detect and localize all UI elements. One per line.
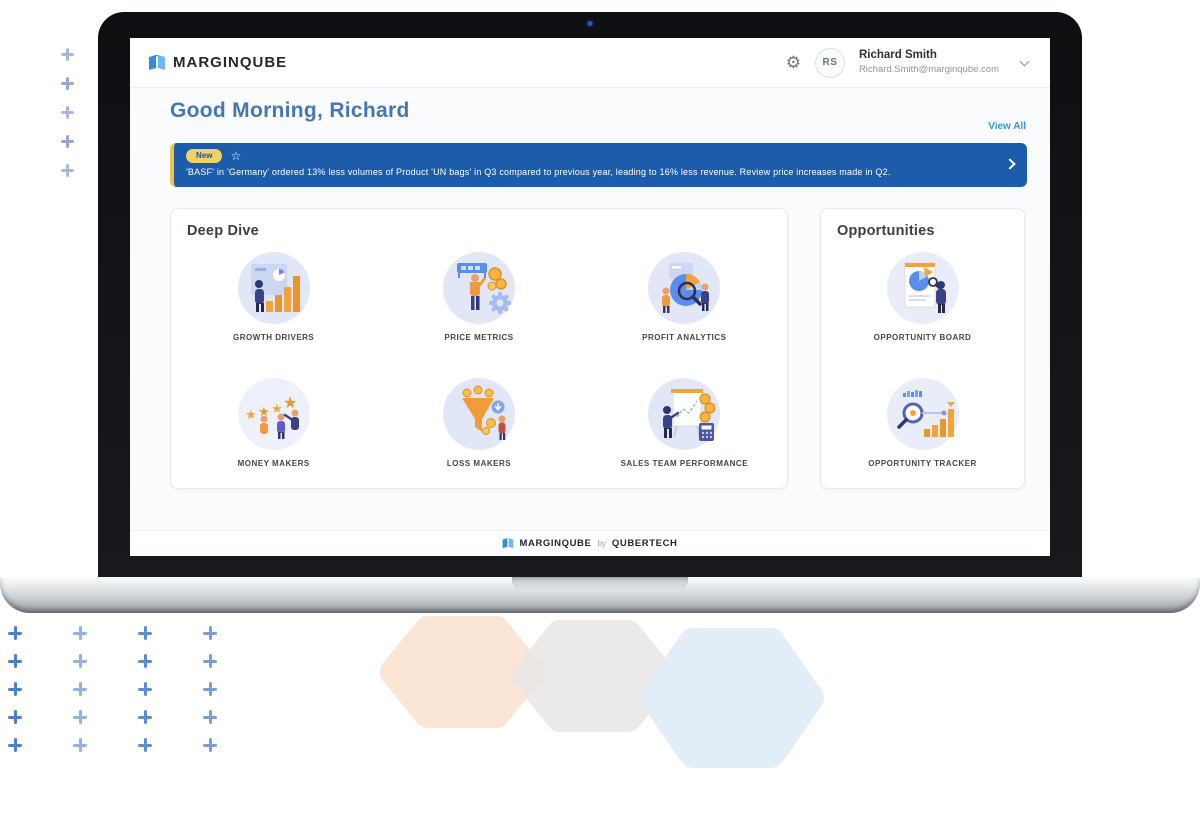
plus-icon [61, 135, 74, 148]
plus-icon [61, 164, 74, 177]
footer-company: QUBERTECH [611, 537, 678, 549]
plus-icon [8, 626, 22, 640]
plus-icon [8, 682, 22, 696]
tile-label: LOSS MAKERS [446, 459, 512, 468]
plus-icon [8, 654, 22, 668]
opportunities-title: Opportunities [837, 223, 935, 239]
plus-icon [138, 626, 152, 640]
plus-icon [203, 682, 217, 696]
price-metrics-illustration [442, 252, 515, 324]
plus-icon [73, 626, 87, 640]
sales-team-performance-illustration [648, 378, 721, 450]
plus-icon [73, 654, 87, 668]
tile-label: OPPORTUNITY BOARD [873, 333, 972, 342]
plus-icon [138, 738, 152, 752]
plus-icon [8, 710, 22, 724]
notification-banner[interactable]: New ☆ 'BASF' in 'Germany' ordered 13% le… [170, 143, 1027, 187]
plus-icon [138, 682, 152, 696]
tile-label: PROFIT ANALYTICS [642, 333, 727, 342]
tile-price-metrics[interactable]: PRICE METRICS [376, 245, 581, 363]
decorative-hexagons [380, 616, 824, 768]
deep-dive-title: Deep Dive [187, 223, 259, 239]
opportunity-board-illustration [886, 252, 959, 324]
plus-icon [138, 710, 152, 724]
chevron-right-icon[interactable] [1004, 158, 1016, 170]
app-footer: MARGINQUBE by QUBERTECH [130, 531, 1050, 555]
deep-dive-card: Deep Dive [170, 208, 788, 489]
notification-banner-header: New ☆ [186, 149, 997, 164]
loss-makers-illustration [442, 378, 515, 450]
tile-growth-drivers[interactable]: GROWTH DRIVERS [171, 245, 376, 363]
plus-icon [8, 738, 22, 752]
laptop-base [0, 577, 1200, 613]
profit-analytics-illustration [648, 252, 721, 324]
footer-by: by [597, 538, 606, 548]
deep-dive-grid: GROWTH DRIVERS [171, 245, 787, 489]
notification-message: 'BASF' in 'Germany' ordered 13% less vol… [186, 167, 891, 178]
user-name: Richard Smith [858, 49, 937, 62]
plus-icon [203, 710, 217, 724]
marginqube-logo-icon [149, 54, 165, 70]
opportunities-grid: OPPORTUNITY BOARD [821, 245, 1024, 489]
chevron-down-icon[interactable] [1019, 56, 1030, 66]
tile-opportunity-tracker[interactable]: OPPORTUNITY TRACKER [821, 371, 1024, 489]
tile-label: OPPORTUNITY TRACKER [868, 459, 977, 468]
brand-name: MARGINQUBE [173, 54, 288, 71]
user-avatar[interactable]: RS [814, 47, 845, 78]
tile-sales-team-performance[interactable]: SALES TEAM PERFORMANCE [582, 371, 787, 489]
tile-label: GROWTH DRIVERS [233, 333, 315, 342]
tile-money-makers[interactable]: ★ ★ ★ ★ [171, 371, 376, 489]
tile-loss-makers[interactable]: LOSS MAKERS [376, 371, 581, 489]
app-header: MARGINQUBE ⚙ RS Richard Smith Richard.Sm… [130, 38, 1050, 88]
brand-logo[interactable]: MARGINQUBE [148, 54, 287, 71]
app-window: MARGINQUBE ⚙ RS Richard Smith Richard.Sm… [130, 38, 1050, 556]
plus-icon [61, 48, 74, 61]
opportunities-card: Opportunities [820, 208, 1025, 489]
settings-gear-icon[interactable]: ⚙ [785, 53, 801, 72]
decorative-plus-column [61, 48, 74, 177]
hexagon-gray [512, 620, 676, 732]
svg-text:★: ★ [283, 395, 297, 412]
growth-drivers-illustration [237, 252, 310, 324]
user-email: Richard.Smith@marginqube.com [858, 63, 999, 75]
plus-icon [203, 654, 217, 668]
decorative-plus-grid [8, 626, 217, 752]
plus-icon [138, 654, 152, 668]
header-actions: ⚙ RS Richard Smith Richard.Smith@marginq… [785, 47, 1032, 78]
plus-icon [73, 710, 87, 724]
tile-label: SALES TEAM PERFORMANCE [620, 459, 749, 468]
svg-text:★: ★ [271, 401, 283, 416]
plus-icon [203, 738, 217, 752]
user-info[interactable]: Richard Smith Richard.Smith@marginqube.c… [859, 48, 999, 76]
plus-icon [61, 106, 74, 119]
plus-icon [73, 682, 87, 696]
svg-text:★: ★ [258, 404, 270, 419]
dashboard-body: Good Morning, Richard View All New ☆ 'BA… [130, 88, 1050, 531]
opportunity-tracker-illustration [886, 378, 959, 450]
tile-profit-analytics[interactable]: PROFIT ANALYTICS [582, 245, 787, 363]
marginqube-logo-icon-small [503, 537, 514, 548]
webcam-dot [587, 21, 593, 26]
plus-icon [203, 626, 217, 640]
new-badge: New [186, 149, 223, 164]
plus-icon [73, 738, 87, 752]
plus-icon [61, 77, 74, 90]
footer-brand: MARGINQUBE [519, 537, 592, 549]
hexagon-peach [380, 616, 544, 728]
cards-row: Deep Dive [170, 208, 1025, 489]
money-makers-illustration: ★ ★ ★ ★ [237, 378, 310, 450]
laptop-screen-bezel: MARGINQUBE ⚙ RS Richard Smith Richard.Sm… [98, 12, 1082, 578]
tile-label: PRICE METRICS [444, 333, 514, 342]
hexagon-blue [640, 628, 824, 768]
tile-label: MONEY MAKERS [237, 459, 310, 468]
page-title: Good Morning, Richard [170, 99, 410, 122]
tile-opportunity-board[interactable]: OPPORTUNITY BOARD [821, 245, 1024, 363]
view-all-link[interactable]: View All [988, 121, 1026, 132]
svg-text:★: ★ [245, 407, 257, 422]
laptop-base-notch [512, 577, 688, 591]
star-outline-icon[interactable]: ☆ [230, 149, 242, 164]
